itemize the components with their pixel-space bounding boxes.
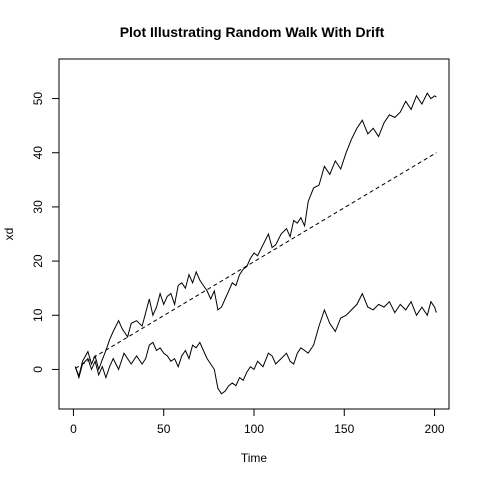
x-tick-label: 50 (157, 422, 171, 436)
x-tick-label: 200 (425, 422, 445, 436)
y-tick-label: 10 (31, 308, 45, 322)
y-axis-label: xd (2, 228, 16, 241)
x-tick-label: 150 (334, 422, 354, 436)
y-tick-label: 30 (31, 200, 45, 214)
x-tick-label: 100 (244, 422, 264, 436)
series-line-1 (74, 92, 437, 378)
y-tick-label: 40 (31, 146, 45, 160)
chart-title: Plot Illustrating Random Walk With Drift (120, 24, 385, 40)
y-tick-label: 0 (31, 366, 45, 373)
y-tick-label: 50 (31, 92, 45, 106)
y-tick-label: 20 (31, 254, 45, 268)
x-axis-label: Time (241, 451, 268, 465)
y-axis: 0 10 20 30 40 50 (31, 92, 60, 373)
series-line-2 (75, 152, 437, 369)
x-axis: 0 50 100 150 200 (70, 408, 445, 436)
series-layer (74, 92, 437, 395)
series-line-3 (74, 292, 437, 395)
plot-frame (58, 58, 450, 410)
x-tick-label: 0 (70, 422, 77, 436)
